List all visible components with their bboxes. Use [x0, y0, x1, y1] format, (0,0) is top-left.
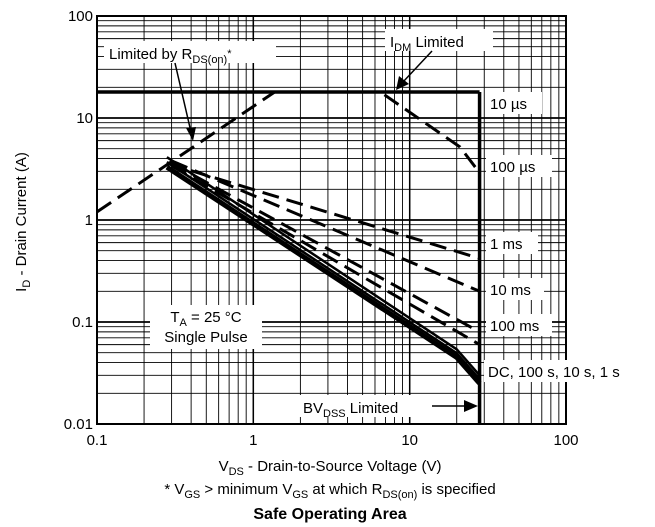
- footnote-sub3: DS(on): [382, 489, 417, 501]
- bvdss-limit-arrowhead: [464, 400, 478, 412]
- y-tick-label: 10: [76, 110, 93, 127]
- series-label-box: [486, 155, 552, 177]
- conditions-box: [150, 305, 262, 349]
- series-line: [166, 161, 481, 260]
- idm-limit-label: IDM Limited: [390, 34, 464, 54]
- rds-limit-label-box: [104, 41, 276, 63]
- chart-title: Safe Operating Area: [253, 506, 406, 523]
- rds-limit-main: Limited by R: [109, 46, 193, 63]
- series-label-box: [486, 92, 542, 114]
- x-axis-label-sub: DS: [229, 466, 244, 478]
- series-line: [171, 159, 481, 293]
- x-tick-label: 100: [553, 432, 578, 449]
- series-label: 10 µs: [490, 96, 527, 113]
- x-axis-label: VDS - Drain-to-Source Voltage (V): [219, 458, 442, 478]
- rds-limit-rest: *: [227, 48, 232, 60]
- rds-limit-label: Limited by RDS(on)*: [109, 46, 232, 66]
- x-axis-label-rest: - Drain-to-Source Voltage (V): [244, 458, 442, 475]
- conditions-line1: TA = 25 °C: [170, 309, 241, 329]
- y-tick-label: 100: [68, 8, 93, 25]
- series-label: 1 ms: [490, 236, 523, 253]
- bvdss-limit-main: BV: [303, 400, 323, 417]
- rds-limit-arrowhead: [186, 127, 196, 141]
- y-tick-label: 1: [85, 212, 93, 229]
- bvdss-limit-sub: DSS: [323, 408, 346, 420]
- series-label: 100 µs: [490, 159, 535, 176]
- series-line: [166, 161, 481, 381]
- footnote-part1: * V: [164, 481, 184, 498]
- series-layer: [96, 90, 482, 424]
- idm-limit-arrowhead: [396, 76, 409, 90]
- y-axis-label-rest: - Drain Current (A): [13, 152, 30, 280]
- footnote: * VGS > minimum VGS at which RDS(on) is …: [164, 481, 495, 501]
- idm-limit-arrow-line: [402, 50, 433, 83]
- series-label: 10 ms: [490, 282, 531, 299]
- bvdss-limit-label: BVDSS Limited: [303, 400, 398, 420]
- footnote-sub1: GS: [184, 489, 200, 501]
- series-line: [170, 161, 481, 334]
- x-tick-label: 10: [401, 432, 418, 449]
- idm-limit-sub: DM: [394, 42, 411, 54]
- rds-limit-sub: DS(on): [192, 54, 227, 66]
- y-tick-label: 0.01: [64, 416, 93, 433]
- x-tick-label: 0.1: [87, 432, 108, 449]
- idm-limit-label-box: [385, 29, 493, 51]
- x-axis-label-main: V: [219, 458, 229, 475]
- annotations: 10 µs 100 µs 1 ms 10 ms 100 ms DC, 100 s, 10 …: [484, 92, 648, 382]
- x-tick-label: 1: [249, 432, 257, 449]
- series-label-box: [486, 232, 538, 254]
- footnote-part2: > minimum V: [200, 481, 292, 498]
- bvdss-limit-rest: Limited: [346, 400, 399, 417]
- series-label-box: [486, 314, 552, 336]
- series-label-box: [484, 360, 648, 382]
- y-axis-label-sub: D: [21, 280, 33, 288]
- bvdss-limit-label-box: [298, 395, 430, 417]
- idm-limit-rest: Limited: [411, 34, 464, 51]
- conditions-ta-main: T: [170, 309, 179, 326]
- series-label: DC, 100 s, 10 s, 1 s: [488, 364, 620, 381]
- y-tick-label: 0.1: [72, 314, 93, 331]
- conditions-ta-sub: A: [180, 317, 188, 329]
- footnote-part4: is specified: [417, 481, 495, 498]
- series-line: [96, 90, 481, 214]
- series-label: 100 ms: [490, 318, 539, 335]
- footnote-part3: at which R: [308, 481, 382, 498]
- y-axis-label-main: I: [13, 288, 30, 292]
- conditions-ta-rest: = 25 °C: [187, 309, 242, 326]
- idm-limit-main: I: [390, 34, 394, 51]
- conditions-line2: Single Pulse: [164, 329, 247, 346]
- series-line: [166, 156, 481, 377]
- series-label-box: [486, 278, 544, 300]
- series-line: [165, 165, 482, 386]
- footnote-sub2: GS: [292, 489, 308, 501]
- rds-limit-arrow-line: [174, 62, 192, 133]
- y-axis-label: ID - Drain Current (A): [13, 152, 33, 292]
- plot-frame: [96, 15, 567, 425]
